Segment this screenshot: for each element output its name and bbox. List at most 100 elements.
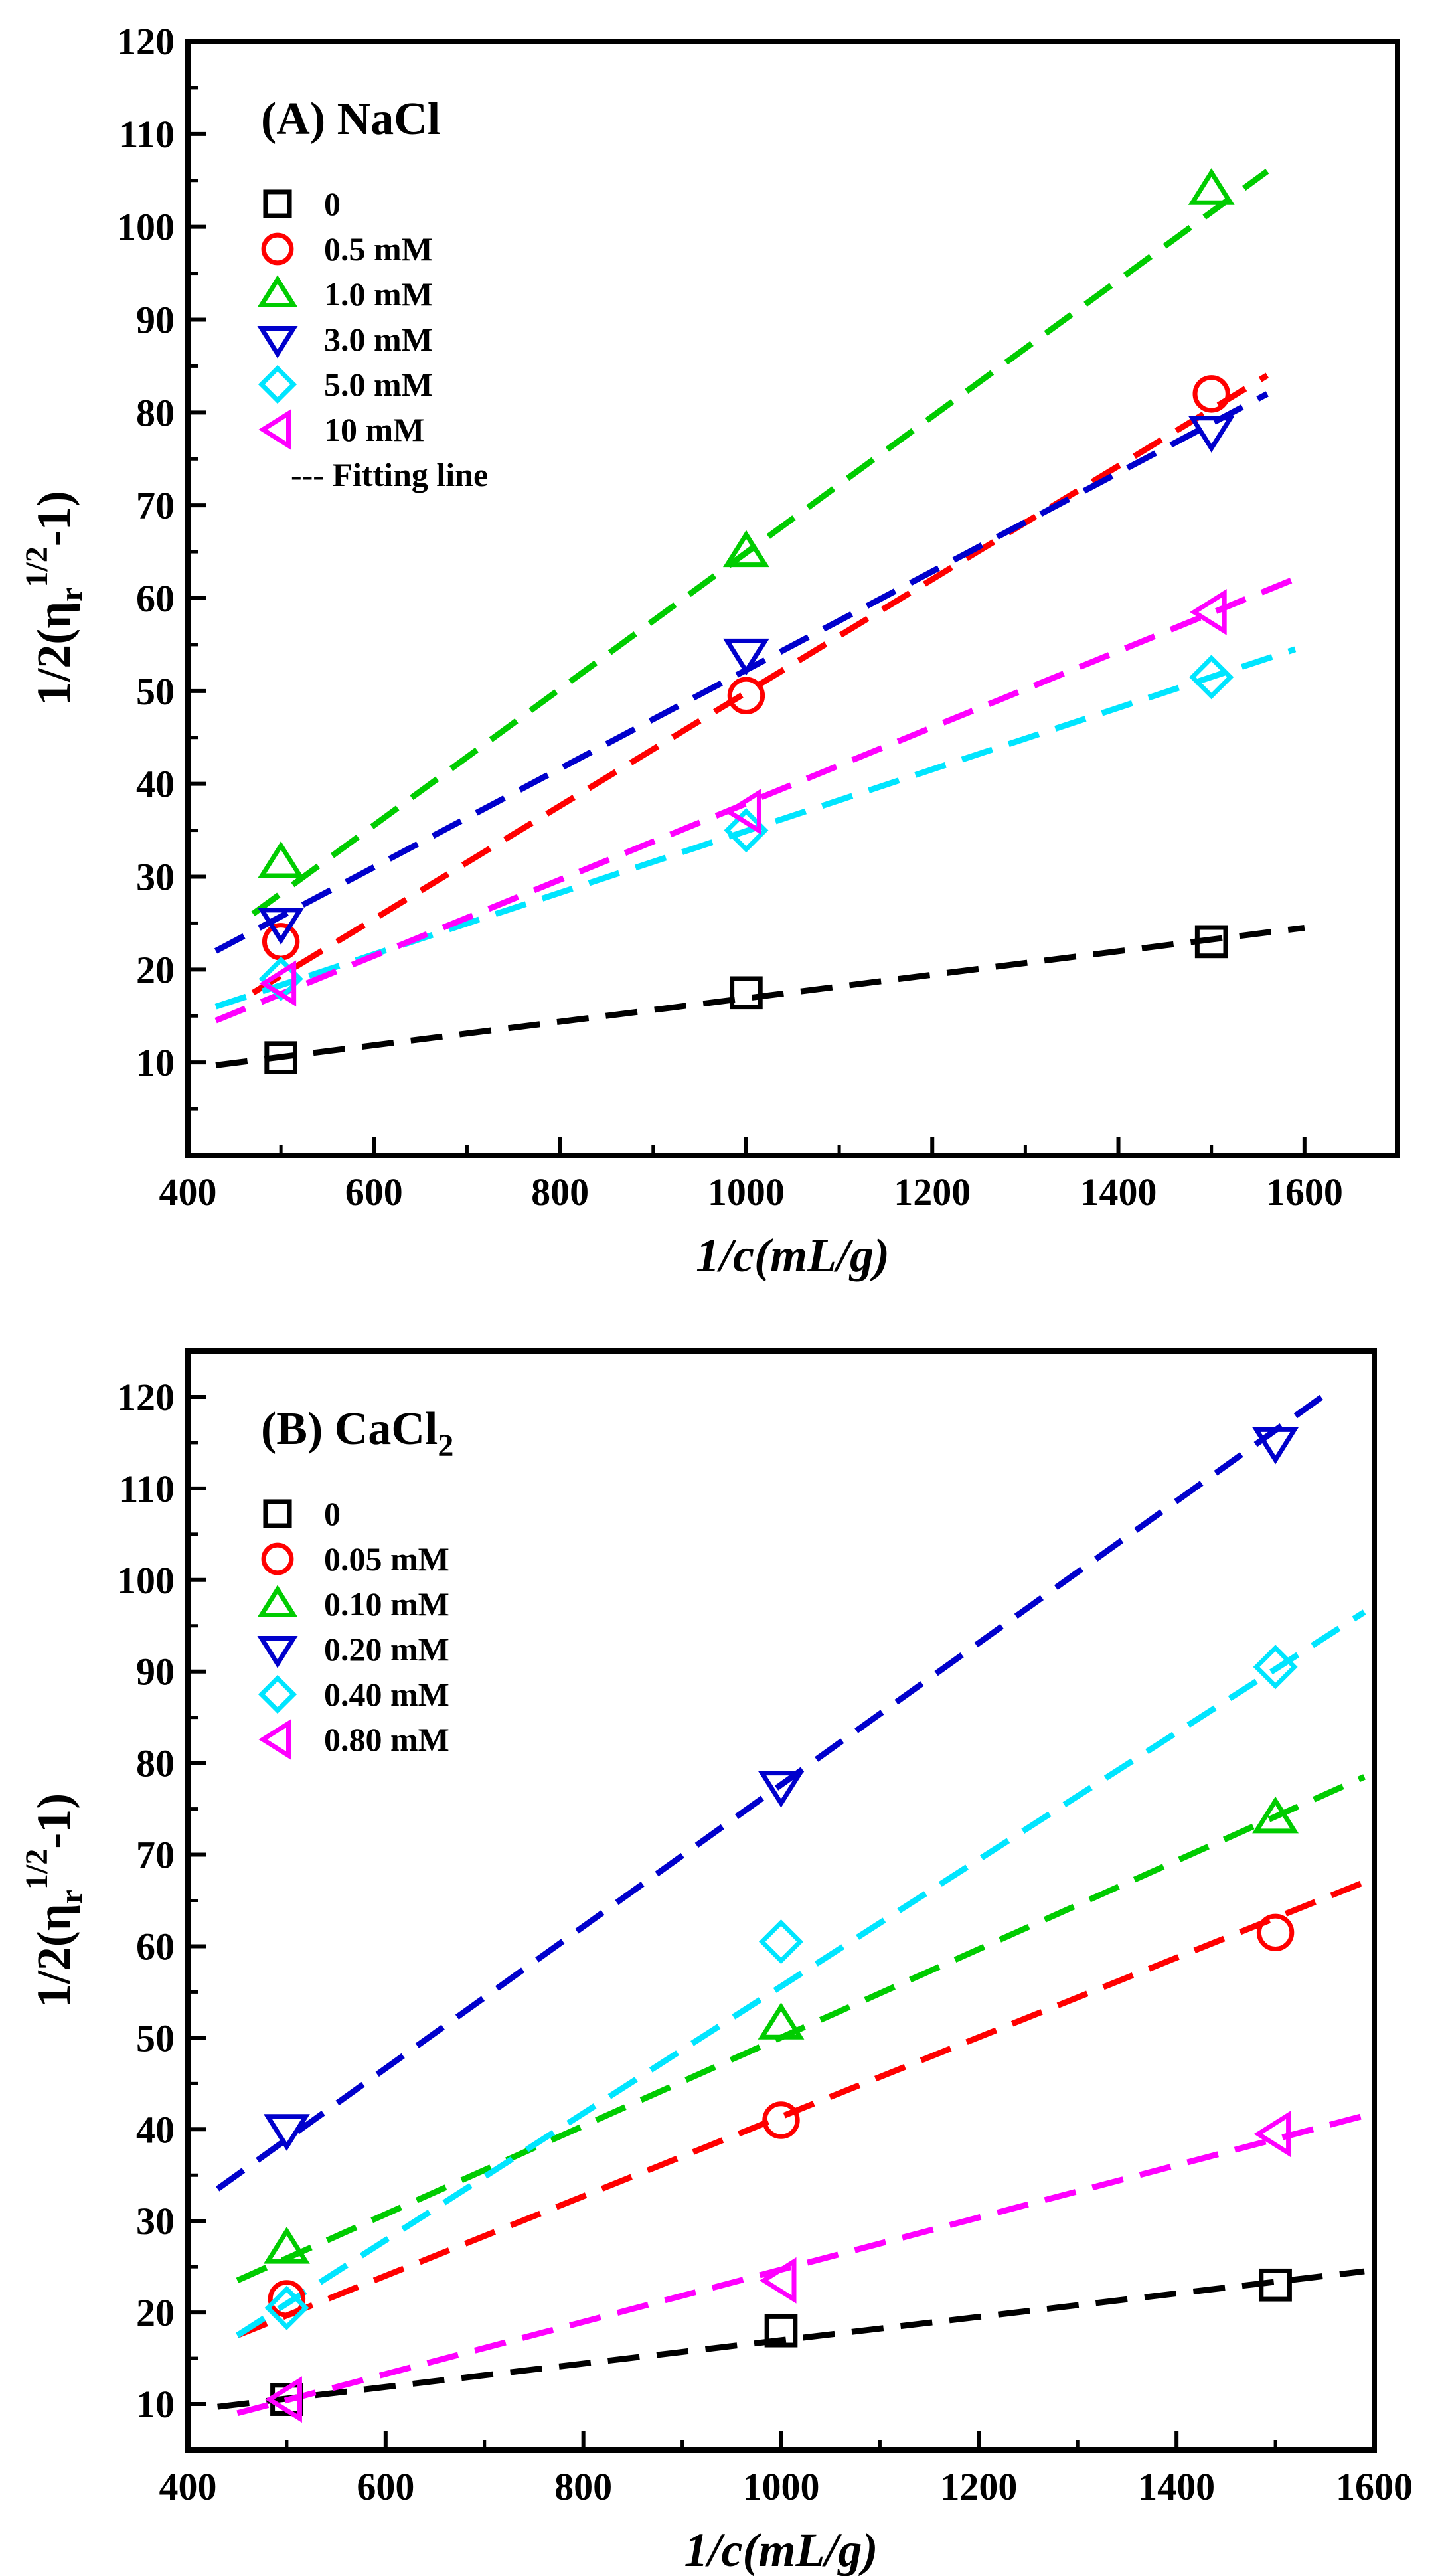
data-point-series-5 bbox=[1253, 2111, 1291, 2158]
y-tick-label: 90 bbox=[136, 299, 175, 342]
data-point-series-2 bbox=[758, 2002, 805, 2040]
x-tick-label: 400 bbox=[159, 2465, 217, 2508]
legend-label-4: 0.40 mM bbox=[324, 1676, 449, 1713]
data-point-series-0 bbox=[264, 1041, 297, 1074]
data-point-series-1 bbox=[268, 2280, 306, 2318]
x-tick-label: 1200 bbox=[894, 1170, 971, 1214]
legend-label-1: 0.5 mM bbox=[324, 230, 433, 268]
data-point-series-5 bbox=[259, 960, 297, 1007]
data-point-series-4 bbox=[264, 2285, 309, 2330]
legend-fitting-line: --- Fitting line bbox=[291, 456, 488, 493]
plot-frame bbox=[185, 1348, 1377, 2453]
legend-marker-1 bbox=[261, 1542, 294, 1575]
y-axis-label: 1/2(ηr1/2-1) bbox=[19, 1793, 89, 2008]
x-axis-label: 1/c(mL/g) bbox=[696, 1229, 890, 1282]
legend-label-5: 0.80 mM bbox=[324, 1721, 449, 1758]
y-tick-label: 40 bbox=[136, 2108, 175, 2151]
data-point-series-5 bbox=[265, 2376, 302, 2423]
fit-line-3 bbox=[216, 1385, 1337, 2192]
y-tick-label: 120 bbox=[117, 1376, 175, 1419]
y-tick-label: 110 bbox=[119, 1467, 175, 1510]
fit-line-0 bbox=[217, 2268, 1365, 2410]
legend-marker-4 bbox=[258, 364, 297, 404]
legend-marker-3 bbox=[257, 1636, 298, 1668]
fit-line-5 bbox=[236, 2113, 1366, 2417]
legend-label-0: 0 bbox=[324, 185, 341, 222]
data-point-series-2 bbox=[1252, 1796, 1299, 1834]
data-point-series-0 bbox=[1194, 925, 1228, 959]
chart-panel-b: 400 600 800 1000 1200 1400 1600102030405060708… bbox=[19, 1348, 1413, 2576]
data-point-series-4 bbox=[1189, 655, 1234, 700]
fit-line-1 bbox=[236, 1879, 1366, 2338]
y-tick-label: 100 bbox=[117, 206, 175, 249]
x-axis-label: 1/c(mL/g) bbox=[684, 2524, 878, 2576]
y-tick-label: 10 bbox=[136, 1041, 175, 1084]
y-tick-label: 30 bbox=[136, 856, 175, 899]
fit-line-2 bbox=[236, 1774, 1366, 2283]
y-tick-label: 50 bbox=[136, 670, 175, 713]
data-point-series-3 bbox=[722, 638, 769, 676]
x-tick-label: 800 bbox=[554, 2465, 612, 2508]
legend-label-0: 0 bbox=[324, 1495, 341, 1532]
x-tick-label: 1000 bbox=[708, 1170, 785, 1214]
data-point-series-3 bbox=[1188, 416, 1235, 453]
legend-marker-3 bbox=[257, 326, 298, 359]
y-tick-label: 120 bbox=[117, 20, 175, 63]
y-tick-label: 90 bbox=[136, 1650, 175, 1694]
x-tick-label: 1000 bbox=[743, 2465, 820, 2508]
data-point-series-1 bbox=[1192, 375, 1230, 413]
legend-marker-5 bbox=[258, 409, 291, 450]
data-point-series-3 bbox=[758, 1771, 805, 1808]
data-point-series-0 bbox=[1259, 2268, 1292, 2302]
legend-marker-1 bbox=[261, 232, 294, 266]
y-tick-label: 70 bbox=[136, 484, 175, 527]
y-tick-label: 50 bbox=[136, 2016, 175, 2059]
y-tick-label: 100 bbox=[117, 1559, 175, 1602]
x-tick-label: 600 bbox=[357, 2465, 414, 2508]
legend-label-1: 0.05 mM bbox=[324, 1540, 449, 1577]
y-tick-label: 20 bbox=[136, 948, 175, 991]
data-point-series-1 bbox=[762, 2101, 800, 2139]
data-point-series-3 bbox=[263, 2114, 310, 2151]
y-tick-label: 10 bbox=[136, 2383, 175, 2426]
data-point-series-4 bbox=[758, 1919, 804, 1965]
data-point-series-5 bbox=[1190, 589, 1227, 635]
data-point-series-5 bbox=[759, 2257, 797, 2304]
x-tick-label: 400 bbox=[159, 1170, 217, 1214]
legend-marker-0 bbox=[263, 189, 292, 218]
legend-marker-0 bbox=[263, 1499, 292, 1528]
y-tick-label: 70 bbox=[136, 1834, 175, 1877]
legend-label-4: 5.0 mM bbox=[324, 366, 433, 403]
data-point-series-3 bbox=[258, 908, 305, 945]
data-point-series-2 bbox=[263, 2227, 310, 2264]
y-tick-label: 80 bbox=[136, 1742, 175, 1785]
x-tick-label: 1600 bbox=[1336, 2465, 1413, 2508]
y-tick-label: 30 bbox=[136, 2200, 175, 2243]
y-tick-label: 60 bbox=[136, 1925, 175, 1968]
x-tick-label: 1200 bbox=[940, 2465, 1017, 2508]
fit-line-2 bbox=[251, 169, 1269, 917]
legend-marker-4 bbox=[258, 1674, 297, 1714]
panel-title: (B) CaCl2 bbox=[261, 1404, 453, 1463]
x-tick-label: 800 bbox=[531, 1170, 589, 1214]
data-point-series-0 bbox=[730, 976, 763, 1010]
y-tick-label: 60 bbox=[136, 577, 175, 620]
fit-line-3 bbox=[214, 391, 1269, 954]
legend-marker-2 bbox=[257, 1585, 298, 1617]
data-point-series-0 bbox=[764, 2314, 798, 2348]
y-axis-label: 1/2(ηr1/2-1) bbox=[19, 491, 89, 705]
data-point-series-3 bbox=[1252, 1427, 1299, 1465]
legend-label-2: 1.0 mM bbox=[324, 276, 433, 313]
data-point-series-5 bbox=[724, 788, 761, 835]
data-point-series-2 bbox=[258, 841, 305, 878]
y-tick-label: 40 bbox=[136, 763, 175, 806]
panel-title: (A) NaCl bbox=[261, 94, 440, 145]
x-tick-label: 1400 bbox=[1080, 1170, 1157, 1214]
legend-label-2: 0.10 mM bbox=[324, 1585, 449, 1623]
legend-label-5: 10 mM bbox=[324, 411, 424, 448]
data-point-series-1 bbox=[1256, 1913, 1295, 1951]
legend-label-3: 3.0 mM bbox=[324, 321, 433, 358]
x-tick-label: 1600 bbox=[1266, 1170, 1343, 1214]
legend-marker-5 bbox=[258, 1719, 291, 1760]
